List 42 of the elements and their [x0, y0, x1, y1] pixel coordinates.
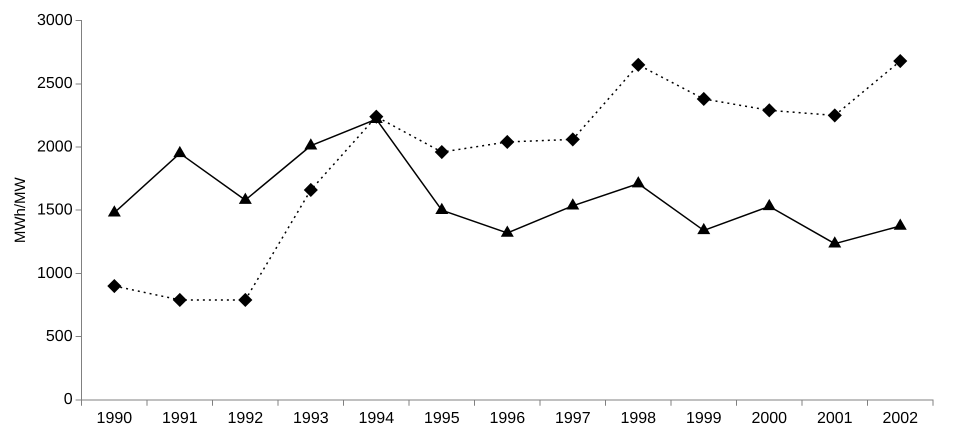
point	[304, 138, 317, 150]
point	[697, 92, 711, 106]
point	[632, 58, 646, 72]
point	[698, 224, 710, 234]
y-tick-label: 1000	[37, 264, 73, 282]
point	[632, 176, 644, 188]
y-tick-label: 0	[64, 391, 73, 408]
y-tick-label: 500	[46, 328, 73, 346]
point	[894, 54, 908, 68]
y-tick-label: 1500	[37, 202, 73, 219]
point	[763, 200, 776, 210]
x-tick-label: 1992	[228, 410, 264, 427]
point	[501, 226, 514, 237]
x-tick-label: 1993	[293, 410, 329, 427]
y-axis-title: MWh/MW	[12, 176, 30, 244]
x-tick-label: 1991	[162, 410, 198, 427]
y-tick-label: 2000	[37, 138, 73, 156]
x-tick-label: 1994	[358, 410, 394, 427]
point	[828, 108, 842, 122]
point	[762, 104, 776, 118]
point	[828, 236, 841, 248]
point	[239, 193, 252, 204]
point	[894, 219, 906, 230]
x-tick-label: 2000	[751, 410, 788, 427]
point	[435, 145, 449, 159]
x-tick-label: 1996	[490, 410, 526, 427]
x-tick-label: 2001	[816, 410, 853, 427]
y-tick-label: 2500	[37, 75, 73, 92]
point	[566, 199, 579, 210]
point	[436, 203, 448, 214]
x-tick-label: 1997	[554, 410, 591, 427]
point	[500, 135, 514, 149]
x-tick-label: 2002	[882, 410, 918, 427]
point	[108, 206, 120, 216]
x-tick-label: 1990	[96, 410, 132, 427]
point	[304, 183, 318, 197]
point	[566, 132, 580, 146]
x-tick-label: 1995	[424, 410, 460, 427]
x-tick-label: 1998	[620, 410, 656, 427]
x-tick-label: 1999	[686, 410, 722, 427]
point	[174, 146, 186, 158]
y-tick-label: 3000	[37, 12, 73, 30]
